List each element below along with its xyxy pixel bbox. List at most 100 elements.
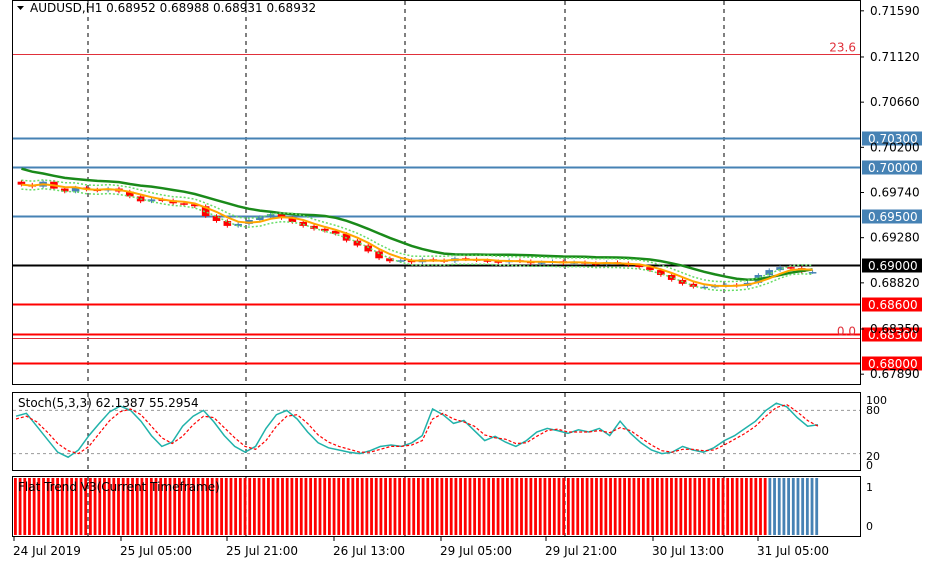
- symbol-dropdown-icon[interactable]: [17, 6, 24, 10]
- level-label-1: 0.70000: [868, 161, 918, 175]
- flat-bar-116: [557, 478, 561, 535]
- price-label-2: 0.70660: [870, 95, 920, 109]
- price-label-3: 0.70200: [870, 140, 920, 154]
- flat-bar-138: [660, 478, 664, 535]
- candle-body-58: [646, 267, 654, 271]
- flat-bar-124: [595, 478, 598, 535]
- flat-bar-13: [74, 478, 78, 535]
- candle-body-28: [321, 228, 329, 231]
- flat-bar-164: [782, 478, 786, 535]
- flat-bar-148: [707, 478, 711, 535]
- price-label-8: 0.67890: [870, 367, 920, 381]
- flat-bar-143: [684, 478, 687, 535]
- time-axis: 24 Jul 2019 25 Jul 05:00 25 Jul 21:00 26 Ju…: [13, 537, 829, 558]
- flat-bar-55: [271, 478, 275, 535]
- flat-bar-131: [627, 478, 631, 535]
- flat-bar-152: [726, 478, 730, 535]
- flat-bar-57: [281, 478, 284, 535]
- fib-label-0: 23.6: [829, 41, 856, 55]
- stoch-signal-line: [15, 403, 819, 455]
- flat-bar-149: [712, 478, 716, 535]
- time-label-5: 29 Jul 21:00: [545, 544, 617, 558]
- flat-bar-169: [805, 478, 809, 535]
- envelope-upper: [21, 179, 813, 283]
- flat-bar-22: [117, 478, 120, 535]
- flat-bar-101: [487, 478, 491, 535]
- flat-bar-17: [93, 478, 97, 535]
- stoch-scale-100: 100: [866, 394, 887, 407]
- time-label-0: 24 Jul 2019: [13, 544, 81, 558]
- candle-body-71: [787, 267, 795, 269]
- flat-bar-123: [590, 478, 594, 535]
- flat-bar-1: [18, 478, 22, 535]
- flat-bar-86: [417, 478, 420, 535]
- candle-body-24: [277, 214, 286, 219]
- flat-bar-71: [346, 478, 350, 535]
- flat-bar-50: [248, 478, 252, 535]
- flat-bar-154: [735, 478, 739, 535]
- envelope-lower: [21, 187, 813, 292]
- flat-bar-6: [42, 478, 45, 535]
- stochastic-lines: [13, 402, 860, 459]
- flat-bar-19: [103, 478, 106, 535]
- flat-bar-132: [632, 478, 636, 535]
- flat-bar-58: [285, 478, 289, 535]
- flat-bar-127: [609, 478, 612, 535]
- flat-bar-48: [238, 478, 242, 535]
- flat-bar-133: [637, 478, 641, 535]
- stoch-title: Stoch(5,3,3) 62.1387 55.2954: [18, 396, 199, 410]
- flat-bar-146: [698, 478, 701, 535]
- flat-bar-137: [655, 478, 659, 535]
- flat-bar-167: [796, 478, 800, 535]
- flat-bar-77: [374, 478, 378, 535]
- flat-bar-8: [51, 478, 55, 535]
- level-label-2: 0.69500: [868, 210, 918, 224]
- flat-bar-115: [552, 478, 556, 535]
- flat-bar-120: [576, 478, 580, 535]
- flat-bar-34: [173, 478, 177, 535]
- stoch-panel-frame[interactable]: [12, 392, 861, 471]
- flat-bar-134: [641, 478, 645, 535]
- candle-body-31: [353, 240, 362, 246]
- flat-bar-103: [496, 478, 500, 535]
- main-chart-frame[interactable]: [12, 0, 861, 385]
- flat-bar-10: [60, 478, 64, 535]
- candle-body-23: [266, 214, 275, 218]
- flat-bar-85: [412, 478, 416, 535]
- level-label-bg-6: [862, 356, 922, 371]
- flat-bar-31: [159, 478, 163, 535]
- flat-bar-28: [145, 478, 149, 535]
- candle-body-25: [288, 218, 297, 222]
- flat-bar-49: [243, 478, 247, 535]
- time-label-1: 25 Jul 05:00: [120, 544, 192, 558]
- level-label-4: 0.68600: [868, 298, 918, 312]
- candle-body-32: [364, 245, 373, 252]
- flat-bar-147: [702, 478, 706, 535]
- flat-bar-106: [510, 478, 514, 535]
- flat-bar-16: [88, 478, 92, 535]
- flat-bar-84: [407, 478, 411, 535]
- level-label-bg-2: [862, 209, 922, 224]
- flat-bar-136: [651, 478, 655, 535]
- flat-bar-119: [571, 478, 575, 535]
- flat-bar-60: [295, 478, 298, 535]
- flat-bar-20: [107, 478, 111, 535]
- candle-body-35: [396, 260, 405, 262]
- flat-trend-bars: [14, 478, 819, 535]
- candle-body-16: [191, 204, 199, 207]
- flat-bar-97: [468, 478, 472, 535]
- flat-bar-70: [342, 478, 345, 535]
- candle-body-12: [147, 199, 156, 202]
- flat-bar-158: [754, 478, 758, 535]
- candle-body-48: [537, 262, 546, 264]
- flat-bar-125: [599, 478, 603, 535]
- flat-bar-156: [745, 478, 748, 535]
- price-levels: 23.6 0.0: [13, 41, 860, 365]
- price-label-7: 0.68350: [870, 322, 920, 336]
- flat-bar-61: [299, 478, 303, 535]
- flat-bar-78: [379, 478, 383, 535]
- flat-bar-3: [28, 478, 31, 535]
- flat-trend-scale-0: 0: [866, 520, 873, 533]
- flat-bar-18: [98, 478, 102, 535]
